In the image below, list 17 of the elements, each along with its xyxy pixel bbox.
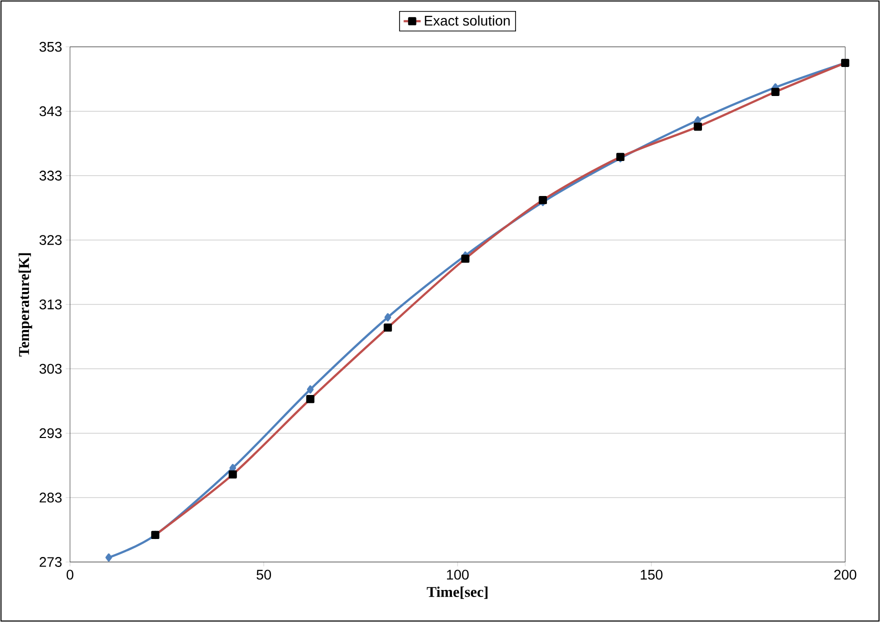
x-tick-label: 100	[447, 570, 469, 580]
x-axis-title: Time[sec]	[426, 586, 488, 599]
legend-label: Exact solution	[424, 15, 510, 26]
y-tick-label: 293	[40, 428, 62, 438]
x-tick-label: 50	[256, 570, 272, 580]
y-tick-label: 273	[40, 557, 62, 567]
y-tick-label: 353	[39, 42, 62, 52]
y-tick-label: 323	[39, 235, 62, 245]
y-tick-label: 313	[39, 299, 62, 310]
y-axis-title: Temperature[K]	[18, 253, 32, 356]
y-tick-label: 303	[39, 364, 62, 374]
y-tick-label: 333	[39, 170, 62, 181]
y-tick-label: 283	[40, 492, 62, 503]
x-tick-label: 150	[640, 570, 662, 580]
x-tick-label: 0	[66, 570, 74, 580]
x-tick-label: 200	[834, 570, 856, 580]
y-tick-label: 343	[39, 106, 62, 116]
